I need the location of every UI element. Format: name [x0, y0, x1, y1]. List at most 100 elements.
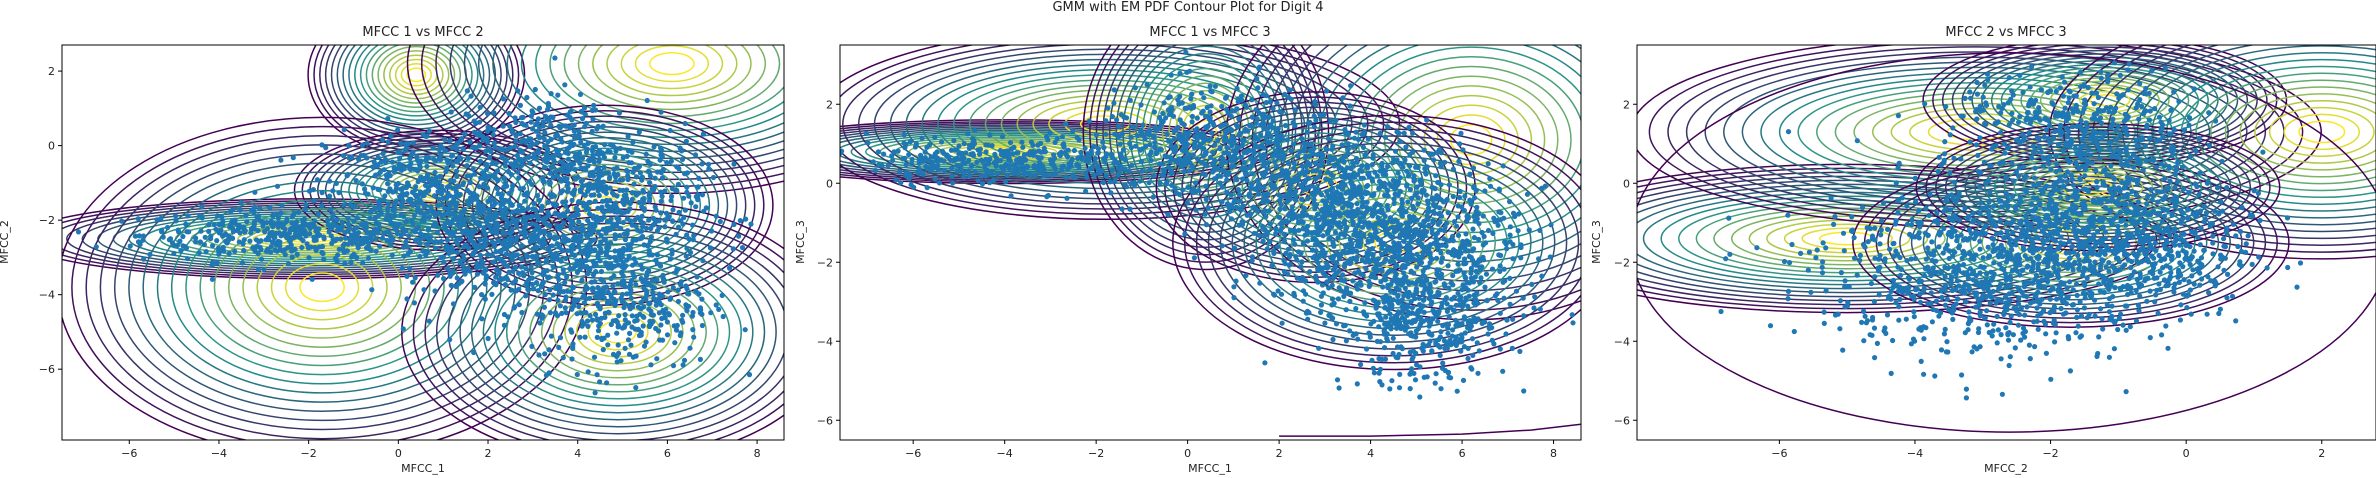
contour-line	[620, 45, 724, 90]
scatter-point	[541, 304, 548, 310]
scatter-point	[670, 285, 676, 291]
scatter-point	[1100, 139, 1106, 145]
scatter-point	[561, 270, 567, 276]
scatter-point	[1387, 216, 1393, 222]
scatter-point	[1060, 142, 1066, 148]
scatter-point	[656, 225, 662, 231]
scatter-point	[1312, 99, 1318, 105]
scatter-point	[595, 285, 601, 291]
scatter-point	[209, 276, 215, 282]
scatter-point	[529, 270, 535, 276]
scatter-point	[1414, 251, 1420, 257]
scatter-point	[1381, 259, 1387, 265]
scatter-point	[1255, 182, 1262, 188]
scatter-point	[289, 225, 295, 232]
scatter-point	[1175, 97, 1181, 103]
scatter-point	[1333, 321, 1340, 327]
scatter-point	[983, 173, 989, 179]
scatter-point	[521, 137, 527, 143]
scatter-point	[1441, 281, 1447, 287]
scatter-point	[1159, 172, 1165, 178]
scatter-point	[1289, 191, 1295, 197]
scatter-point	[1278, 201, 1284, 208]
scatter-point	[1200, 108, 1206, 114]
scatter-point	[606, 244, 612, 251]
scatter-point	[670, 218, 676, 224]
scatter-point	[1468, 270, 1474, 276]
scatter-point	[444, 165, 450, 171]
scatter-point	[1391, 156, 1397, 163]
scatter-point	[398, 140, 404, 147]
scatter-point	[221, 248, 227, 254]
scatter-point	[1299, 274, 1306, 280]
scatter-point	[1403, 274, 1409, 280]
scatter-point	[1074, 135, 1080, 141]
scatter-point	[510, 209, 516, 215]
scatter-point	[1414, 190, 1420, 196]
scatter-point	[1202, 113, 1209, 119]
scatter-point	[515, 88, 521, 94]
scatter-point	[622, 312, 628, 318]
scatter-point	[1369, 222, 1375, 228]
scatter-point	[403, 239, 409, 245]
scatter-point	[1313, 248, 1319, 254]
scatter-point	[454, 168, 460, 174]
scatter-point	[475, 204, 481, 210]
scatter-point	[693, 204, 699, 210]
scatter-point	[1259, 143, 1265, 149]
scatter-point	[1210, 161, 1216, 167]
scatter-point	[1193, 207, 1199, 213]
scatter-point	[890, 157, 896, 163]
scatter-point	[541, 156, 548, 162]
scatter-point	[395, 127, 401, 133]
scatter-point	[1317, 169, 1323, 175]
scatter-point	[678, 330, 684, 336]
scatter-point	[502, 163, 509, 169]
scatter-point	[598, 183, 605, 189]
scatter-point	[267, 204, 273, 211]
scatter-point	[640, 224, 646, 230]
scatter-point	[615, 342, 621, 348]
scatter-point	[568, 161, 574, 167]
scatter-point	[1460, 238, 1466, 245]
scatter-point	[902, 145, 908, 151]
scatter-point	[1305, 196, 1311, 202]
scatter-point	[1119, 206, 1125, 212]
scatter-point	[659, 175, 666, 181]
scatter-point	[1305, 184, 1311, 190]
scatter-point	[321, 256, 327, 262]
scatter-point	[597, 379, 603, 385]
scatter-point	[268, 221, 274, 227]
scatter-point	[684, 232, 690, 238]
scatter-point	[1513, 288, 1520, 294]
scatter-point	[364, 235, 370, 241]
scatter-point	[647, 169, 653, 175]
scatter-point	[1150, 194, 1156, 200]
scatter-point	[472, 248, 478, 254]
scatter-point	[531, 201, 537, 207]
scatter-point	[532, 227, 538, 234]
scatter-point	[1230, 148, 1236, 154]
scatter-point	[597, 304, 603, 310]
scatter-point	[385, 139, 391, 145]
scatter-point	[1497, 217, 1504, 223]
scatter-point	[424, 249, 431, 255]
scatter-point	[407, 166, 414, 173]
scatter-point	[624, 153, 630, 159]
scatter-point	[800, 146, 805, 151]
scatter-point	[1401, 228, 1407, 234]
scatter-point	[1158, 121, 1164, 127]
scatter-point	[1267, 239, 1273, 245]
scatter-point	[612, 154, 618, 161]
scatter-point	[586, 157, 592, 163]
scatter-point	[1045, 137, 1051, 143]
contour-line	[1082, 45, 1330, 271]
scatter-point	[1469, 248, 1475, 254]
scatter-point	[303, 202, 309, 208]
scatter-point	[1301, 205, 1307, 211]
scatter-point	[587, 295, 593, 301]
scatter-point	[641, 343, 648, 349]
scatter-point	[552, 55, 558, 61]
scatter-point	[1548, 222, 1554, 228]
scatter-point	[948, 147, 955, 153]
